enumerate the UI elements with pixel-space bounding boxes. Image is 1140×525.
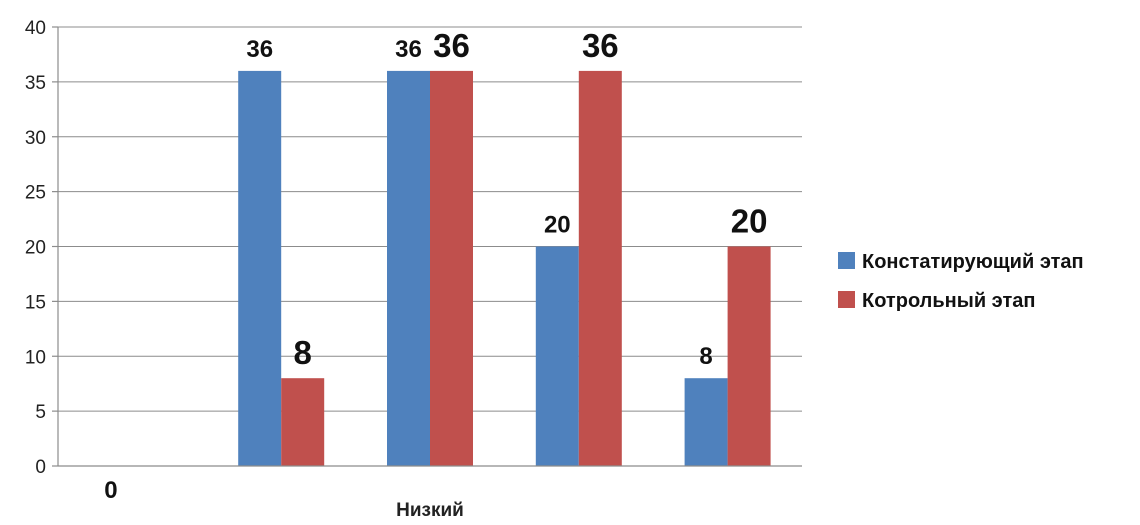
y-tick-label: 20 bbox=[25, 238, 46, 259]
legend-label: Котрольный этап bbox=[862, 290, 1035, 312]
y-tick-label: 0 bbox=[35, 457, 46, 478]
bar-konstatiruyushchiy bbox=[387, 70, 430, 467]
bar-konstatiruyushchiy bbox=[238, 70, 282, 467]
bar-kontrolnyy bbox=[578, 70, 622, 467]
data-label: 20 bbox=[731, 203, 768, 240]
axes: 0 5 10 15 20 25 30 35 40 Низкий bbox=[25, 18, 802, 521]
bar-konstatiruyushchiy bbox=[684, 378, 728, 466]
legend-label: Констатирующий этап bbox=[862, 251, 1084, 273]
bar-kontrolnyy bbox=[281, 378, 325, 466]
y-tick-label: 15 bbox=[25, 292, 46, 313]
bars bbox=[238, 70, 771, 467]
bar-kontrolnyy bbox=[727, 246, 771, 466]
y-tick-label: 40 bbox=[25, 18, 46, 39]
legend-swatch bbox=[838, 252, 855, 269]
data-label: 20 bbox=[544, 212, 571, 239]
data-label: 36 bbox=[246, 36, 273, 63]
data-labels: 0 36 8 36 36 20 36 8 20 bbox=[104, 27, 767, 504]
x-category-label: Низкий bbox=[396, 500, 464, 520]
data-label: 36 bbox=[433, 27, 470, 64]
y-tick-label: 10 bbox=[25, 347, 46, 368]
data-label: 36 bbox=[395, 36, 422, 63]
y-tick-label: 35 bbox=[25, 73, 46, 94]
data-label: 36 bbox=[582, 27, 619, 64]
data-label: 8 bbox=[294, 334, 312, 371]
data-label: 8 bbox=[699, 343, 712, 370]
y-tick-label: 5 bbox=[35, 402, 46, 423]
legend: Констатирующий этап Котрольный этап bbox=[838, 251, 1084, 312]
y-tick-label: 25 bbox=[25, 183, 46, 204]
bar-kontrolnyy bbox=[430, 70, 473, 467]
bar-konstatiruyushchiy bbox=[535, 246, 579, 466]
data-label: 0 bbox=[104, 477, 117, 504]
y-tick-label: 30 bbox=[25, 128, 46, 149]
legend-swatch bbox=[838, 291, 855, 308]
